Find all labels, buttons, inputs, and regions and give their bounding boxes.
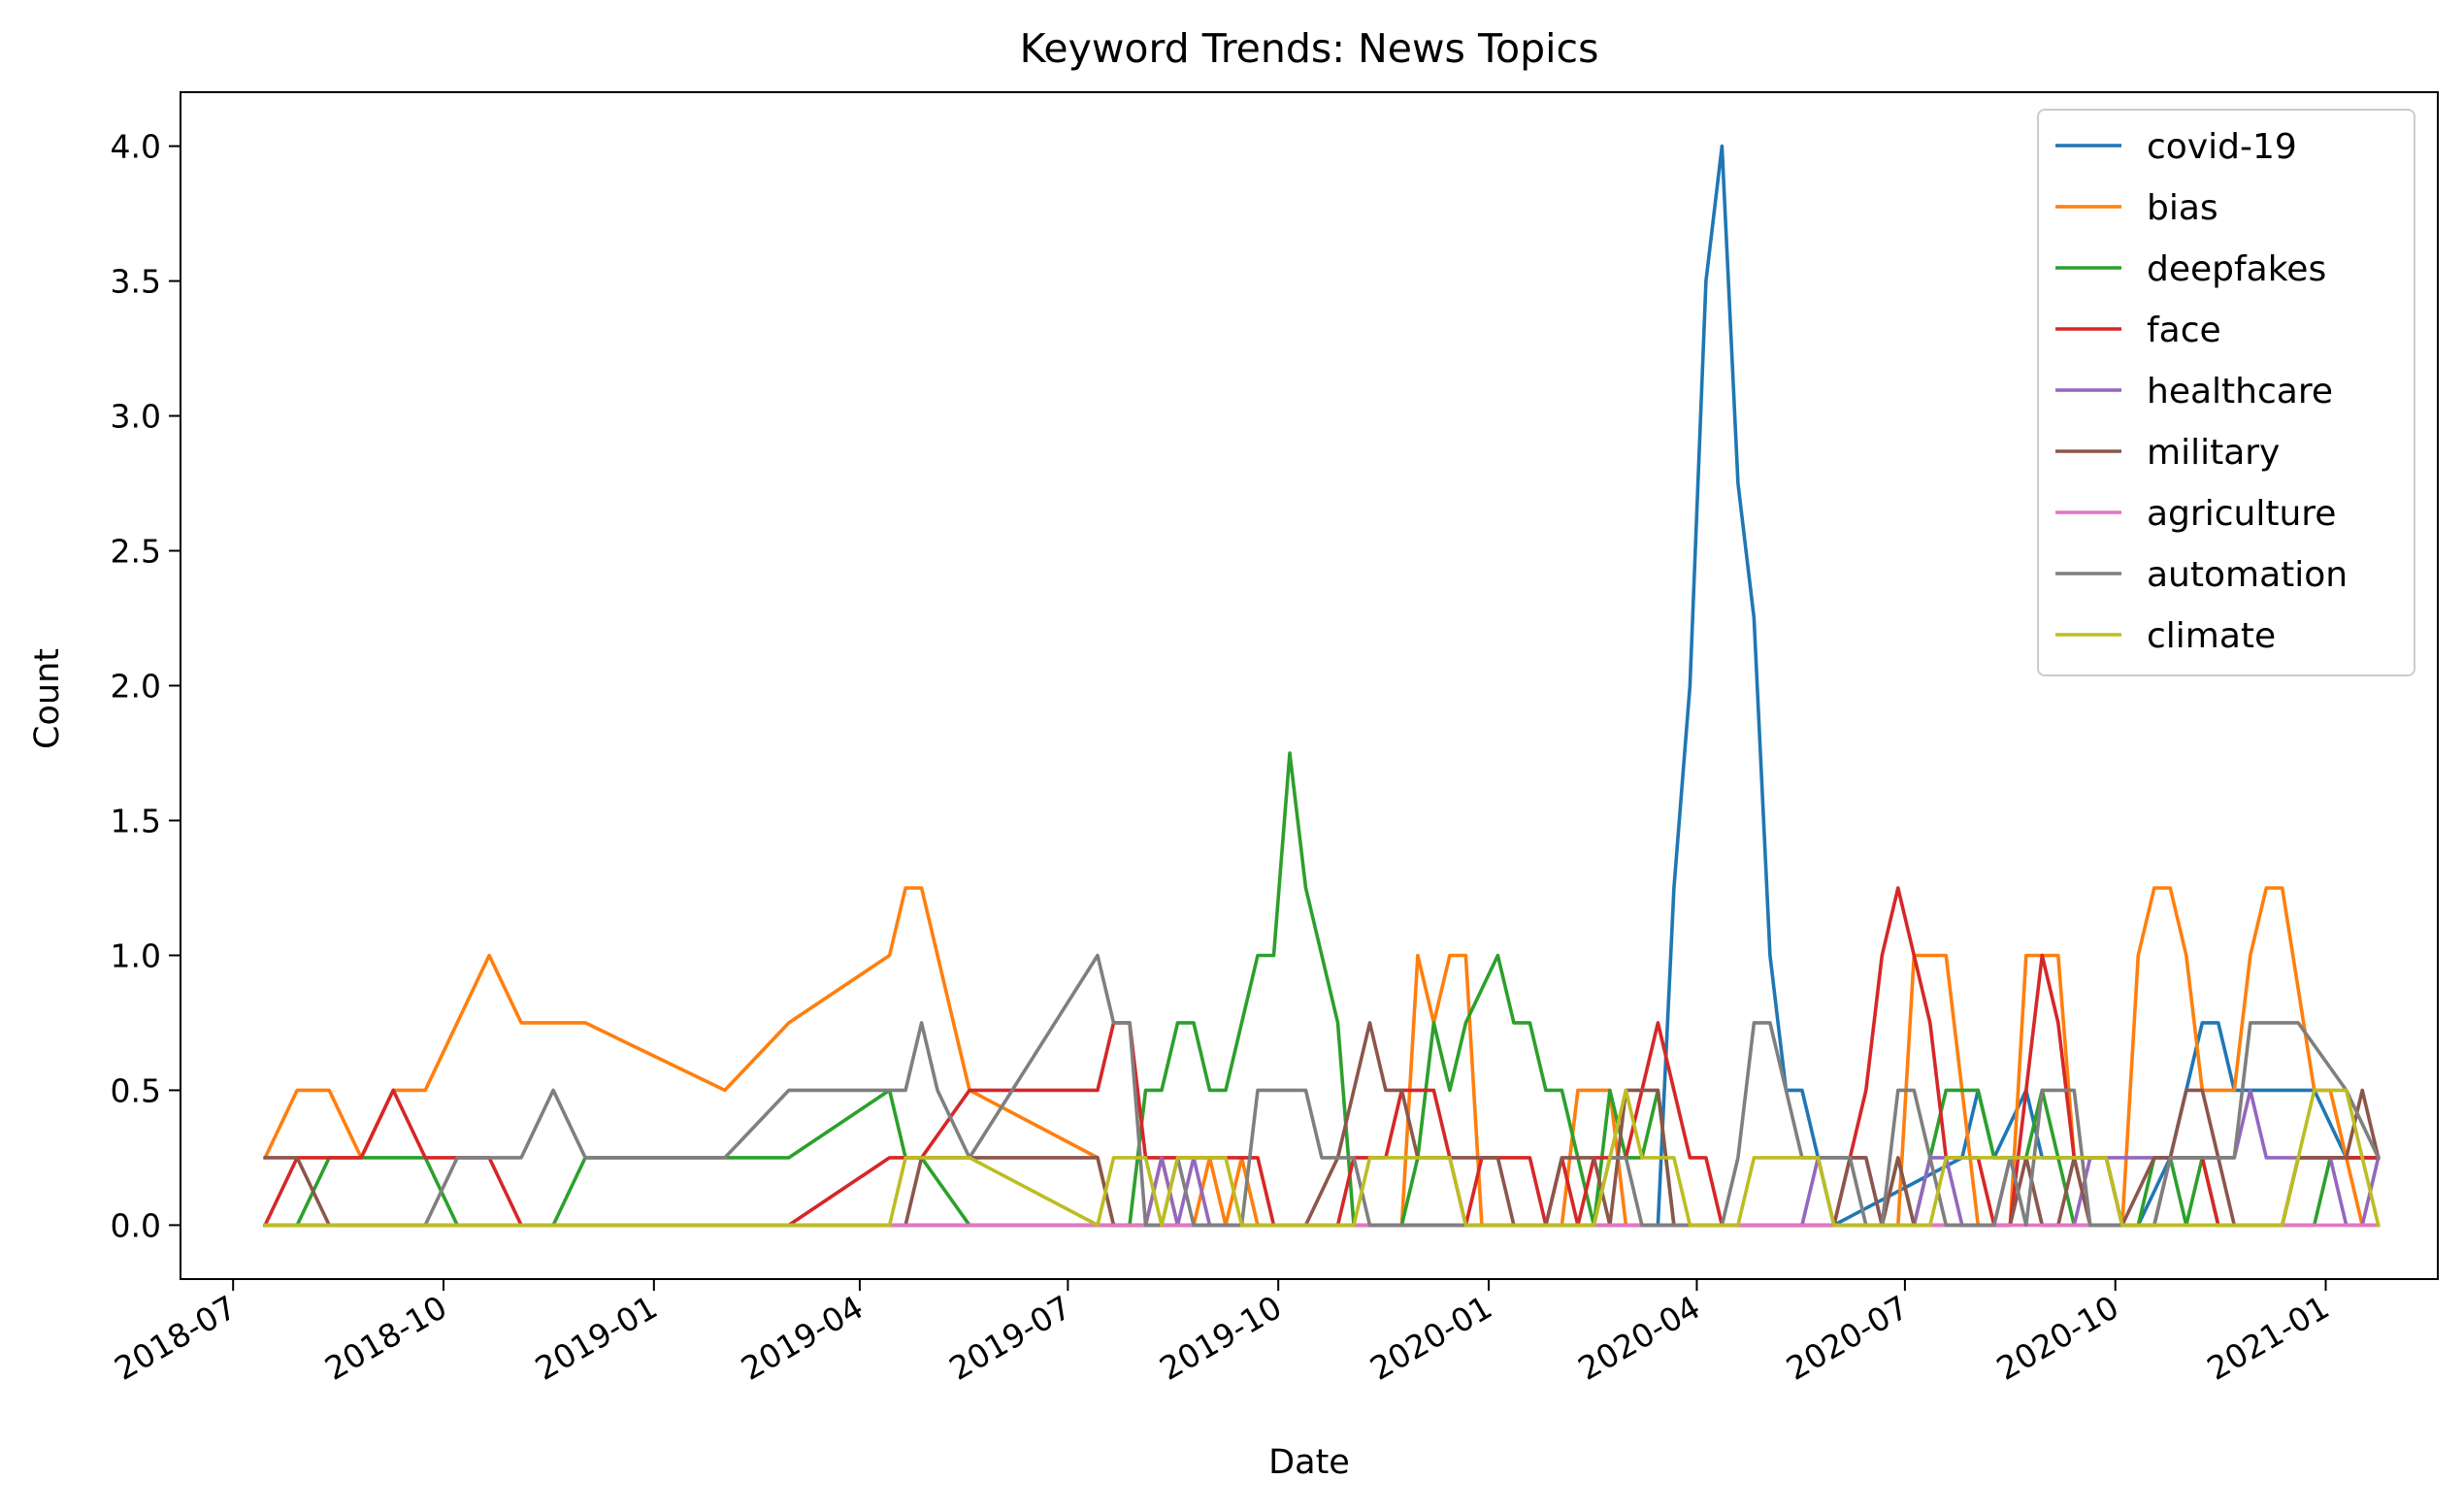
series-line-bias xyxy=(262,886,2381,1228)
y-tick-label: 4.0 xyxy=(111,128,161,166)
legend-label-agriculture: agriculture xyxy=(2147,494,2336,534)
y-tick-label: 3.0 xyxy=(111,398,161,436)
y-tick-label: 1.0 xyxy=(111,937,161,974)
y-tick-label: 1.5 xyxy=(111,802,161,839)
legend-label-face: face xyxy=(2147,311,2221,350)
legend-label-healthcare: healthcare xyxy=(2147,372,2333,411)
series-line-automation xyxy=(263,953,2382,1228)
y-axis-title: Count xyxy=(28,648,67,749)
legend: covid-19 bias deepfakes face healthcare milit… xyxy=(2037,109,2415,676)
legend-label-bias: bias xyxy=(2147,188,2218,228)
series-line-climate xyxy=(263,1088,2381,1228)
x-axis-title: Date xyxy=(1268,1443,1350,1482)
y-tick-label: 3.5 xyxy=(111,263,161,301)
legend-label-covid-19: covid-19 xyxy=(2147,127,2297,167)
legend-label-automation: automation xyxy=(2147,555,2348,595)
legend-label-military: military xyxy=(2147,433,2280,473)
y-tick-label: 0.0 xyxy=(111,1206,161,1244)
legend-label-deepfakes: deepfakes xyxy=(2147,249,2326,289)
legend-box xyxy=(2037,109,2415,676)
series-layer xyxy=(262,144,2382,1228)
y-tick-label: 0.5 xyxy=(111,1071,161,1109)
legend-label-climate: climate xyxy=(2147,616,2276,656)
series-line-deepfakes xyxy=(263,751,2381,1228)
series-line-healthcare xyxy=(263,1088,2381,1228)
series-line-military xyxy=(263,1021,2381,1228)
y-tick-label: 2.0 xyxy=(111,668,161,706)
y-tick-label: 2.5 xyxy=(111,533,161,571)
y-axis: 0.0 0.5 1.0 1.5 2.0 2.5 3.0 3.5 4.0 xyxy=(111,128,181,1244)
chart-title: Keyword Trends: News Topics xyxy=(1020,25,1599,72)
